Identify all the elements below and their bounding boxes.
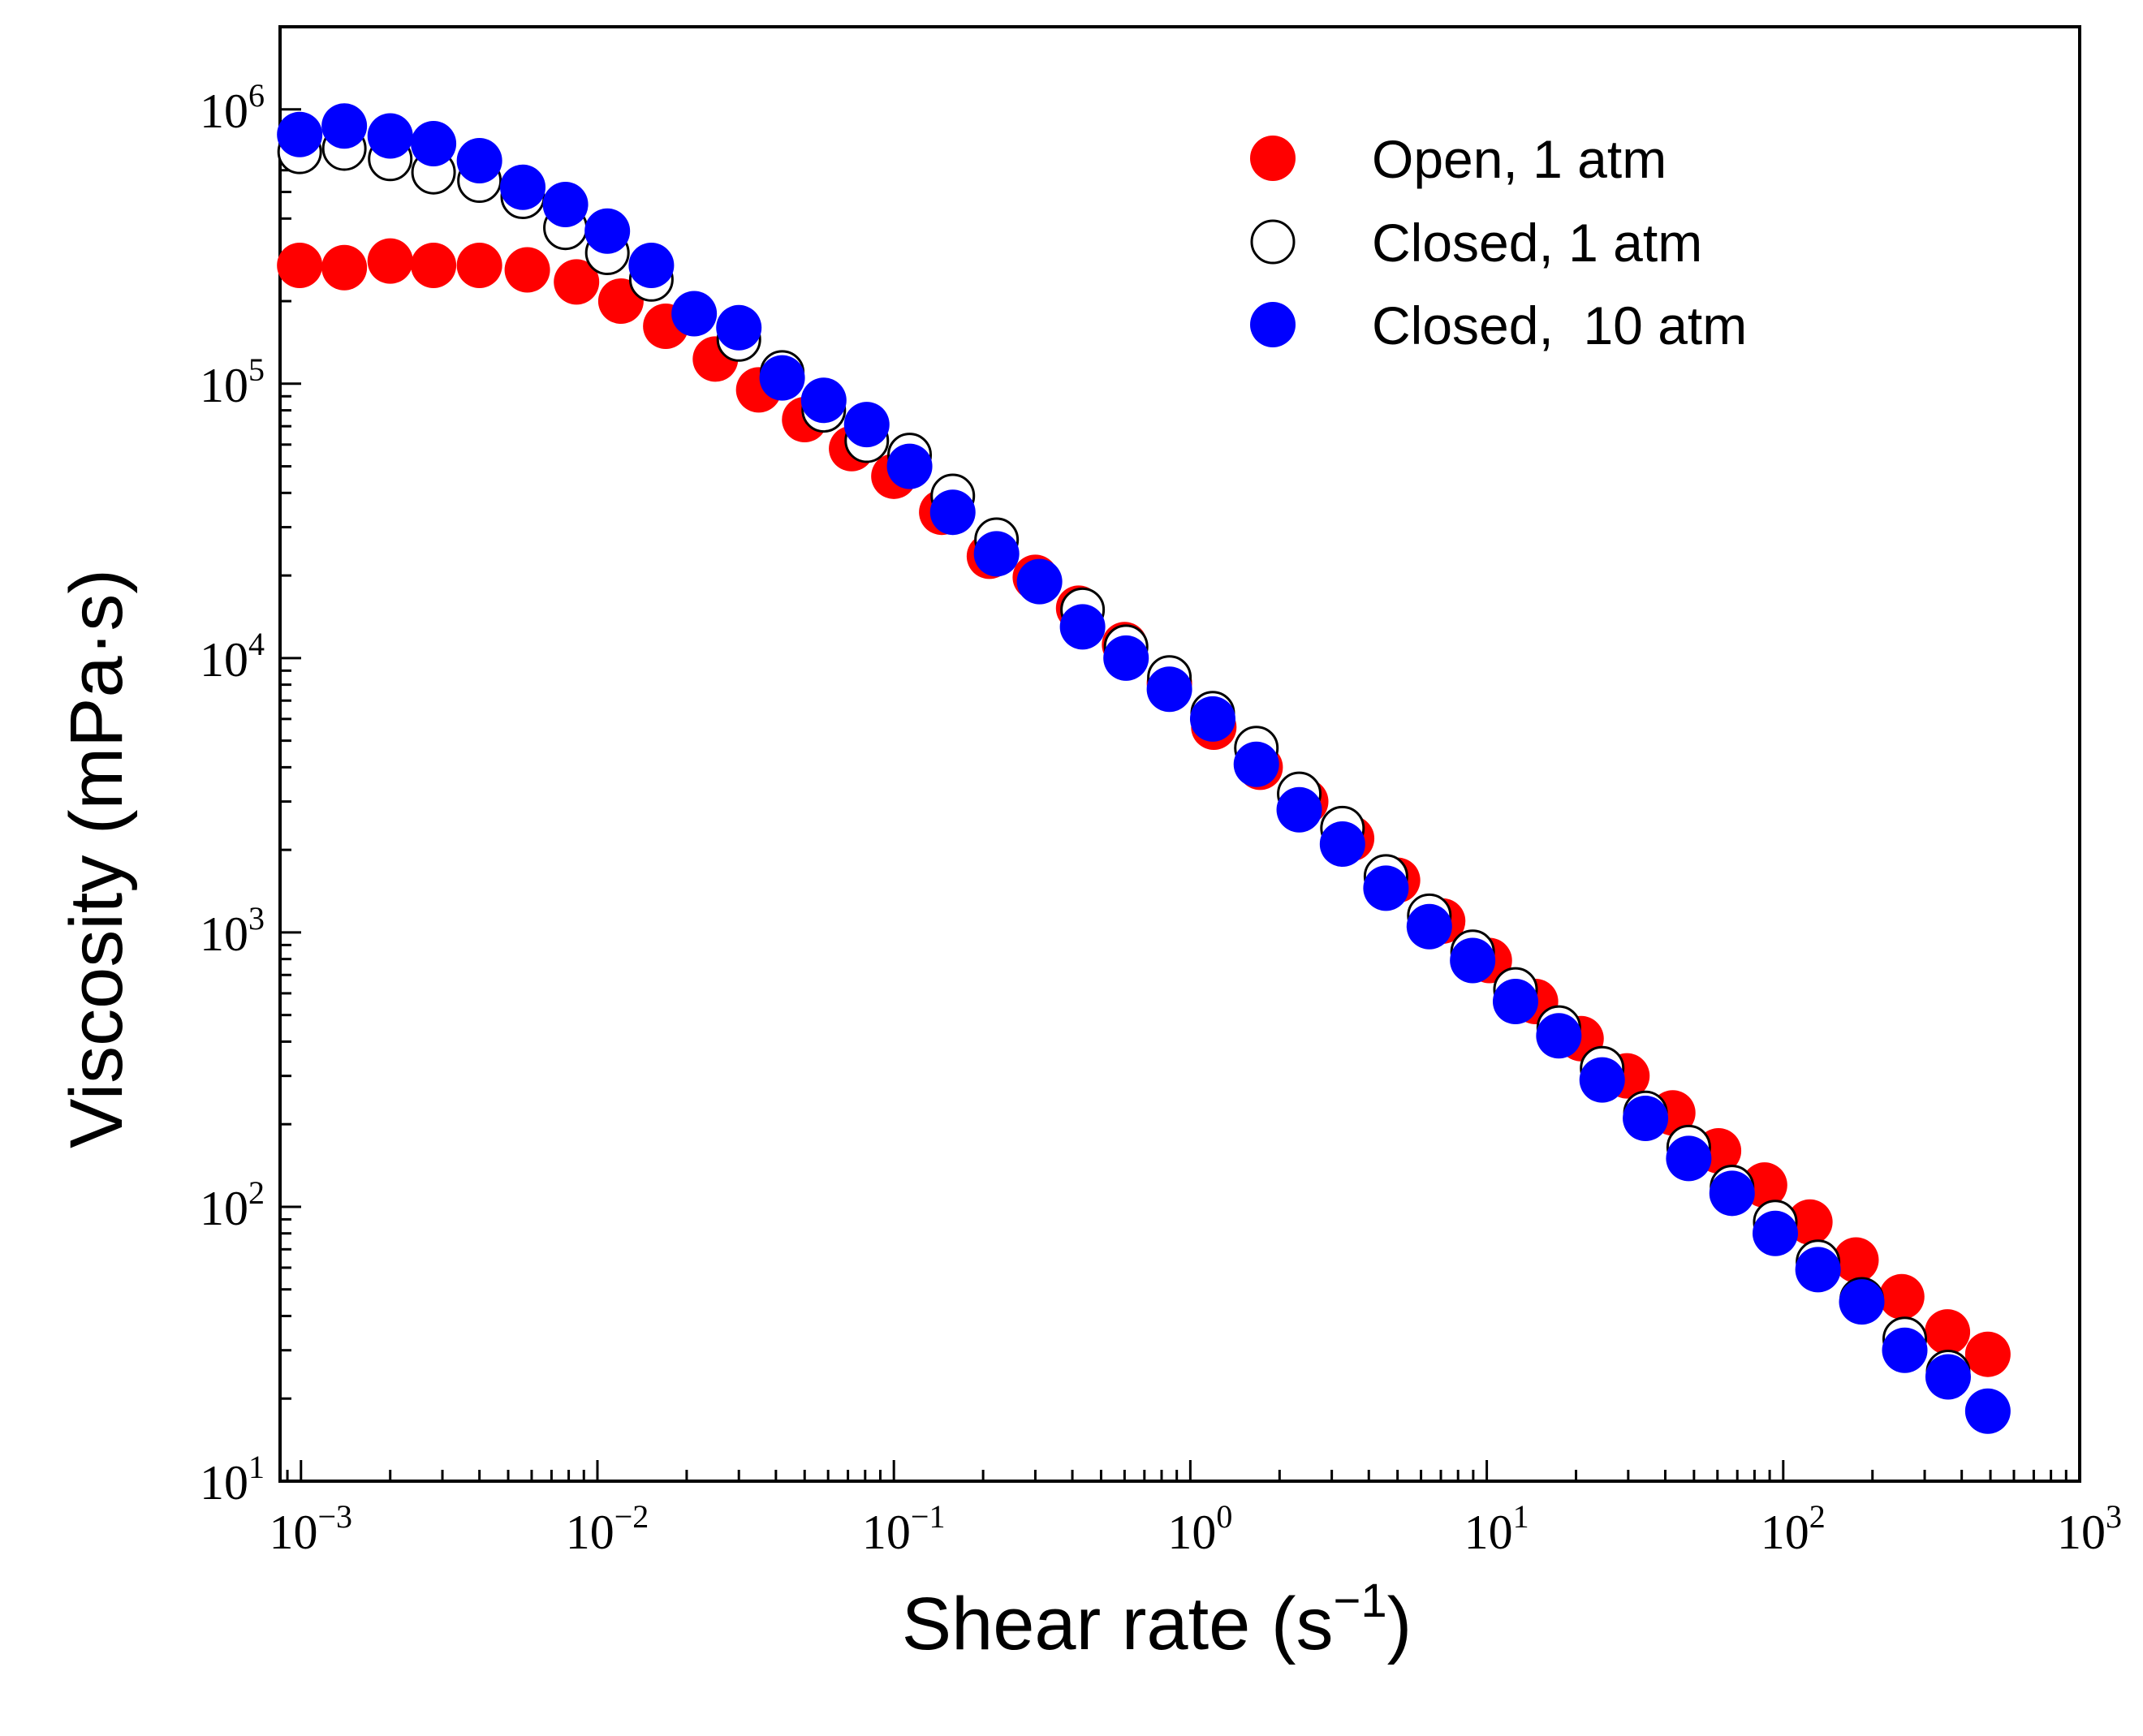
- x-tick-label: 100: [1167, 1498, 1232, 1559]
- y-tick-label: 105: [200, 351, 265, 412]
- data-point: [1833, 1237, 1879, 1283]
- data-point: [973, 531, 1020, 577]
- data-point: [411, 242, 457, 288]
- plot-frame: [278, 25, 2081, 1483]
- legend-label: Closed, 1 atm: [1372, 213, 1702, 273]
- legend-marker: [1250, 219, 1296, 265]
- data-point: [411, 120, 457, 166]
- axis-ticks: [280, 25, 2081, 1483]
- data-point: [1709, 1170, 1755, 1217]
- data-point: [277, 111, 323, 157]
- x-tick-label: 10−2: [566, 1498, 649, 1559]
- y-tick-label: 106: [200, 77, 265, 138]
- data-point: [1059, 604, 1106, 650]
- series-1: [277, 126, 2011, 1434]
- y-tick-label: 103: [200, 900, 265, 961]
- data-point: [456, 242, 502, 288]
- data-point: [1233, 741, 1279, 787]
- legend-marker: [1250, 136, 1296, 181]
- plot-area: [278, 25, 2081, 1483]
- x-tick-label: 103: [2057, 1498, 2122, 1559]
- y-axis-tick-labels: 101 102 103 104 105 106: [200, 77, 265, 1510]
- data-point: [929, 489, 976, 536]
- data-point: [367, 238, 413, 284]
- x-tick-label: 102: [1761, 1498, 1826, 1559]
- data-point: [367, 113, 413, 159]
- series-2: [277, 103, 2011, 1434]
- data-point: [886, 443, 933, 489]
- data-point: [1276, 786, 1322, 833]
- data-point: [1787, 1199, 1833, 1245]
- data-point: [277, 242, 323, 288]
- x-axis-tick-labels: 10−3 10−2 10−1 100 101 102 103: [269, 1498, 2122, 1559]
- data-point: [1795, 1247, 1841, 1293]
- data-point: [584, 208, 631, 254]
- legend-label: Open, 1 atm: [1372, 129, 1667, 189]
- data-point: [1666, 1135, 1712, 1182]
- data-point: [554, 259, 600, 305]
- data-point: [759, 355, 805, 401]
- x-axis-title: Shear rate (s−1): [902, 1574, 1412, 1665]
- data-point: [628, 242, 675, 288]
- data-point: [321, 103, 368, 149]
- data-point: [1964, 1388, 2011, 1434]
- data-point: [671, 291, 718, 337]
- data-point: [1189, 696, 1235, 742]
- data-point: [1406, 903, 1452, 950]
- data-point: [1579, 1057, 1625, 1103]
- y-tick-label: 104: [200, 626, 265, 687]
- data-point: [1492, 979, 1538, 1025]
- data-point: [1363, 865, 1409, 911]
- legend-label: Closed, 10 atm: [1372, 295, 1747, 355]
- y-axis-title: Viscosity (mPa·s): [55, 569, 138, 1148]
- data-point: [1882, 1327, 1928, 1373]
- data-point: [1964, 1331, 2011, 1377]
- data-point: [1319, 821, 1365, 867]
- data-point: [321, 244, 368, 291]
- data-point: [1839, 1279, 1885, 1325]
- x-tick-label: 10−1: [862, 1498, 946, 1559]
- data-point: [504, 247, 550, 293]
- data-point: [1925, 1354, 1971, 1400]
- data-point: [843, 402, 890, 448]
- data-point: [1016, 558, 1063, 605]
- data-point: [500, 164, 546, 210]
- data-point: [1536, 1013, 1582, 1059]
- data-point: [1623, 1096, 1669, 1142]
- data-point: [1925, 1309, 1971, 1355]
- data-point: [1450, 937, 1496, 984]
- legend: Open, 1 atm Closed, 1 atm Closed, 10 atm: [1250, 129, 1747, 355]
- data-point: [716, 304, 762, 351]
- data-point: [1752, 1210, 1798, 1256]
- data-point: [1103, 635, 1149, 681]
- data-point: [800, 377, 847, 424]
- data-point: [1878, 1273, 1925, 1320]
- data-point: [456, 138, 502, 184]
- data-point: [1146, 666, 1192, 713]
- data-point: [542, 181, 589, 227]
- x-tick-label: 10−3: [269, 1498, 352, 1559]
- legend-marker: [1250, 302, 1296, 347]
- y-tick-label: 102: [200, 1174, 265, 1235]
- data-points: [277, 103, 2011, 1434]
- y-tick-label: 101: [200, 1449, 265, 1510]
- x-tick-label: 101: [1464, 1498, 1529, 1559]
